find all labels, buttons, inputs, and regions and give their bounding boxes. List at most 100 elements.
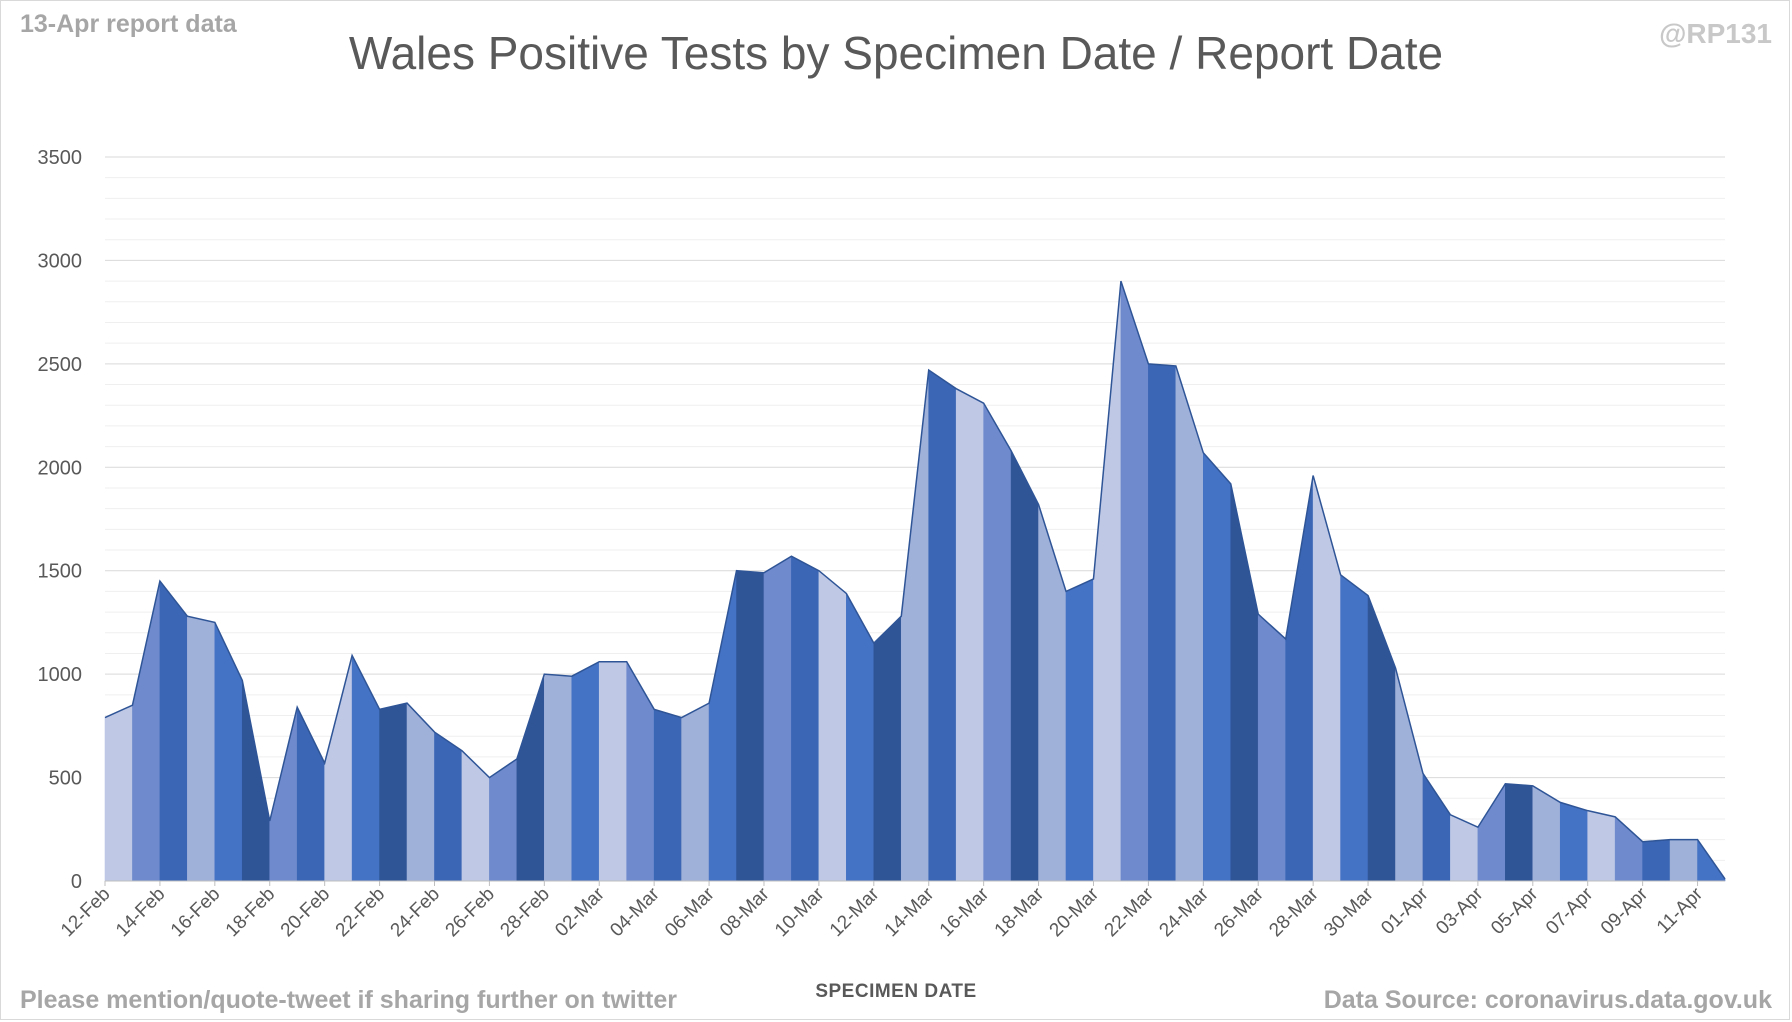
area-segment [873,615,902,882]
area-segment [1312,475,1341,882]
area-segment [1395,667,1424,882]
x-tick-label: 14-Feb [112,884,169,941]
x-tick-label: 11-Apr [1653,883,1708,938]
area-segment [1148,363,1177,882]
area-segment [1093,281,1122,882]
x-tick-label: 24-Mar [1155,883,1213,941]
area-segment [1559,801,1589,882]
area-segment [1120,281,1149,882]
area-segment [324,655,353,882]
area-segment [269,707,298,882]
x-tick-label: 08-Mar [716,883,774,941]
x-tick-label: 28-Feb [496,884,553,941]
area-segment [132,580,161,882]
y-tick-label: 3000 [38,250,83,272]
area-segment [1175,365,1204,882]
x-tick-label: 06-Mar [661,883,719,941]
area-segment [544,673,573,882]
area-segment [379,702,408,882]
area-segment [104,704,133,882]
area-segment [681,702,710,882]
x-tick-label: 20-Mar [1046,883,1104,941]
area-segment [406,702,435,882]
area-segment [187,615,216,882]
y-tick-label: 2500 [38,354,83,376]
area-segment [955,388,984,882]
x-tick-label: 22-Mar [1101,883,1159,941]
area-segment [241,680,271,882]
area-segment [296,707,325,882]
x-tick-label: 09-Apr [1597,883,1653,939]
area-segment [818,570,847,882]
area-segment [214,622,243,882]
area-segment [1340,574,1369,882]
x-tick-label: 22-Feb [332,884,389,941]
area-segment [598,661,627,882]
x-tick-label: 07-Apr [1542,883,1598,939]
chart-title: Wales Positive Tests by Specimen Date / … [348,27,1444,79]
x-tick-label: 14-Mar [881,883,939,941]
area-segment [159,580,188,882]
area-segment [1422,772,1451,882]
y-tick-label: 3500 [38,147,83,169]
area-segment [489,758,518,882]
area-segment [763,555,792,882]
x-tick-label: 30-Mar [1320,883,1378,941]
area-segment [983,402,1012,882]
series-line [104,280,1726,880]
area-segment [1367,595,1396,882]
area-segment [708,570,737,882]
area-segment [1065,578,1094,882]
area-segment [1587,810,1616,882]
share-note: Please mention/quote-tweet if sharing fu… [20,986,678,1014]
x-tick-label: 02-Mar [551,883,609,941]
area-segment [1669,839,1698,882]
area-segment [461,749,490,882]
x-tick-label: 01-Apr [1377,883,1433,939]
area-segment [928,369,957,882]
area-segment [571,661,600,882]
area-segment [1614,816,1643,882]
x-tick-label: 16-Feb [167,884,224,941]
x-tick-label: 24-Feb [387,884,444,941]
data-source: Data Source: coronavirus.data.gov.uk [1323,986,1772,1014]
x-tick-label: 03-Apr [1432,883,1488,939]
x-tick-label: 28-Mar [1265,883,1323,941]
area-segment [1257,613,1286,882]
area-segment [1038,504,1067,882]
area-segment [1642,839,1671,882]
area-segment [351,655,380,882]
y-tick-label: 500 [49,768,82,790]
x-axis-ticks: 12-Feb14-Feb16-Feb18-Feb20-Feb22-Feb24-F… [57,881,1708,941]
area-segment [1010,450,1039,882]
area-segment [1230,483,1259,882]
x-tick-label: 26-Feb [442,884,499,941]
report-date-label: 13-Apr report data [20,10,237,38]
x-tick-label: 18-Mar [991,883,1049,941]
x-tick-label: 05-Apr [1487,883,1543,939]
area-segment [516,674,545,882]
area-segment [791,555,820,882]
x-tick-label: 12-Feb [57,884,114,941]
area-series [104,280,1726,882]
area-segment [653,708,682,882]
author-handle: @RP131 [1659,18,1772,49]
x-axis-label: SPECIMEN DATE [815,981,977,1002]
area-segment [1285,475,1314,882]
y-tick-label: 1000 [38,664,83,686]
x-tick-label: 16-Mar [936,883,994,941]
area-segment [434,731,463,882]
y-tick-label: 2000 [38,457,83,479]
x-tick-label: 26-Mar [1210,883,1268,941]
area-segment [736,570,765,882]
x-tick-label: 20-Feb [277,884,334,941]
x-tick-label: 18-Feb [222,884,279,941]
area-segment [1505,783,1534,882]
y-tick-label: 1500 [38,561,83,583]
x-tick-label: 10-Mar [771,883,829,941]
area-segment [1203,452,1232,882]
x-tick-label: 12-Mar [826,883,884,941]
y-tick-label: 0 [71,871,82,893]
